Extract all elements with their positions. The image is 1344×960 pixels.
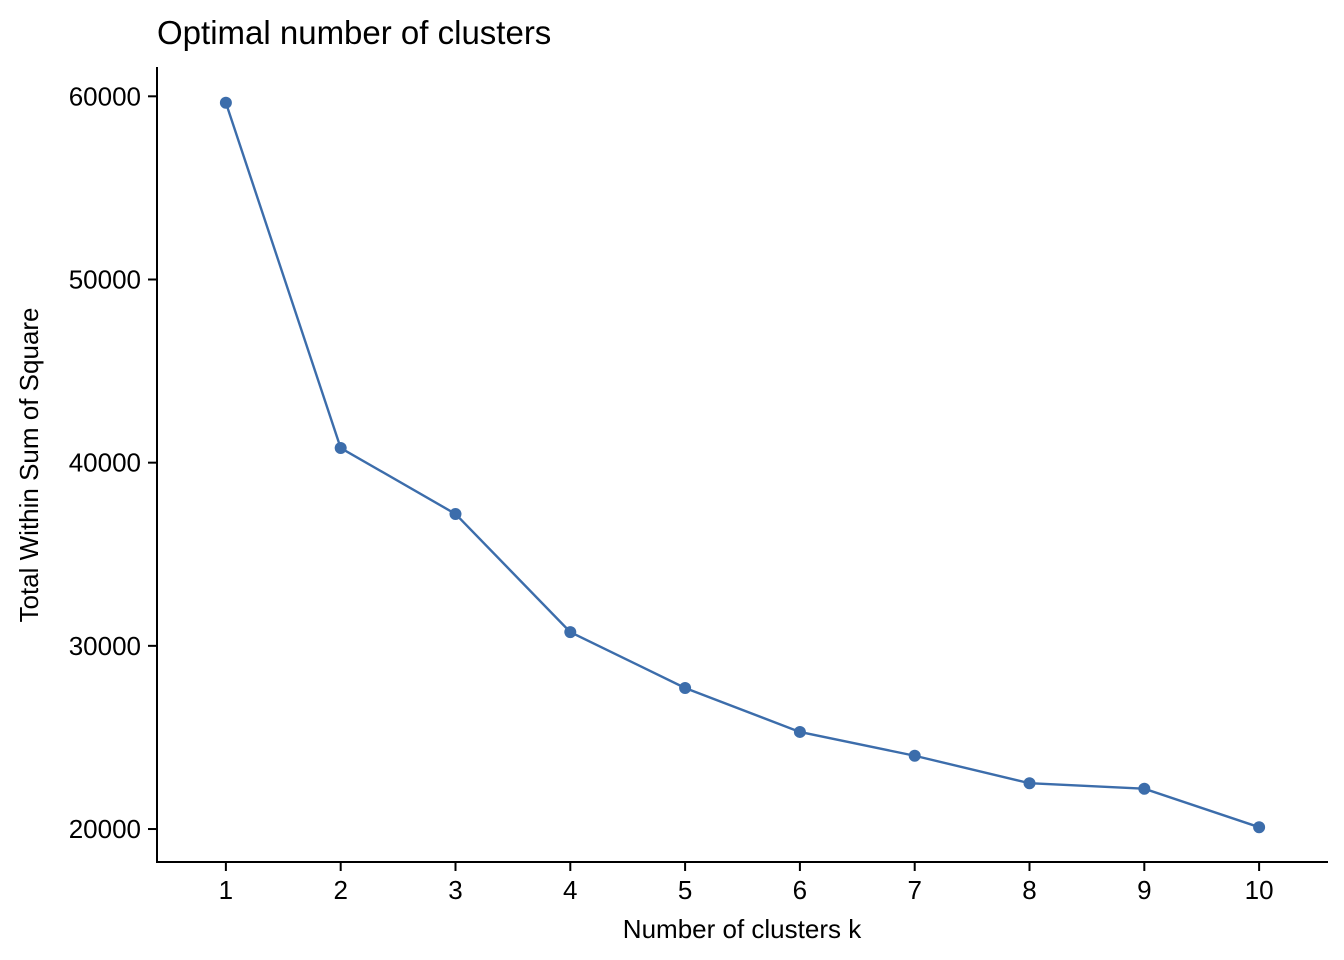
data-point [449,507,462,520]
chart-title: Optimal number of clusters [157,14,551,51]
data-point [908,749,921,762]
y-axis-ticks: 20000 30000 40000 50000 60000 [69,81,157,844]
data-point [564,626,577,639]
x-axis-title: Number of clusters k [623,914,862,944]
y-tick-label: 60000 [69,81,141,111]
y-tick-label: 20000 [69,814,141,844]
y-tick-label: 40000 [69,448,141,478]
x-tick-label: 7 [907,875,921,905]
plot-area: 20000 30000 40000 50000 60000 1 2 3 4 5 6 7 8 9 10 [69,67,1328,905]
x-tick-label: 1 [219,875,233,905]
data-point [679,681,692,694]
data-point [334,442,347,455]
y-tick-label: 50000 [69,264,141,294]
x-tick-label: 2 [333,875,347,905]
y-axis-title: Total Within Sum of Square [14,307,44,622]
x-tick-label: 5 [678,875,692,905]
data-point [1023,777,1036,790]
series-layer [219,96,1266,834]
data-point [793,725,806,738]
y-tick-label: 30000 [69,631,141,661]
x-tick-label: 4 [563,875,577,905]
x-tick-label: 10 [1245,875,1274,905]
series-line [224,102,1260,829]
x-axis-ticks: 1 2 3 4 5 6 7 8 9 10 [219,862,1274,905]
data-point [1253,821,1266,834]
x-tick-label: 9 [1137,875,1151,905]
data-point [1138,782,1151,795]
x-tick-label: 6 [793,875,807,905]
x-tick-label: 3 [448,875,462,905]
data-point [219,96,232,109]
x-tick-label: 8 [1022,875,1036,905]
